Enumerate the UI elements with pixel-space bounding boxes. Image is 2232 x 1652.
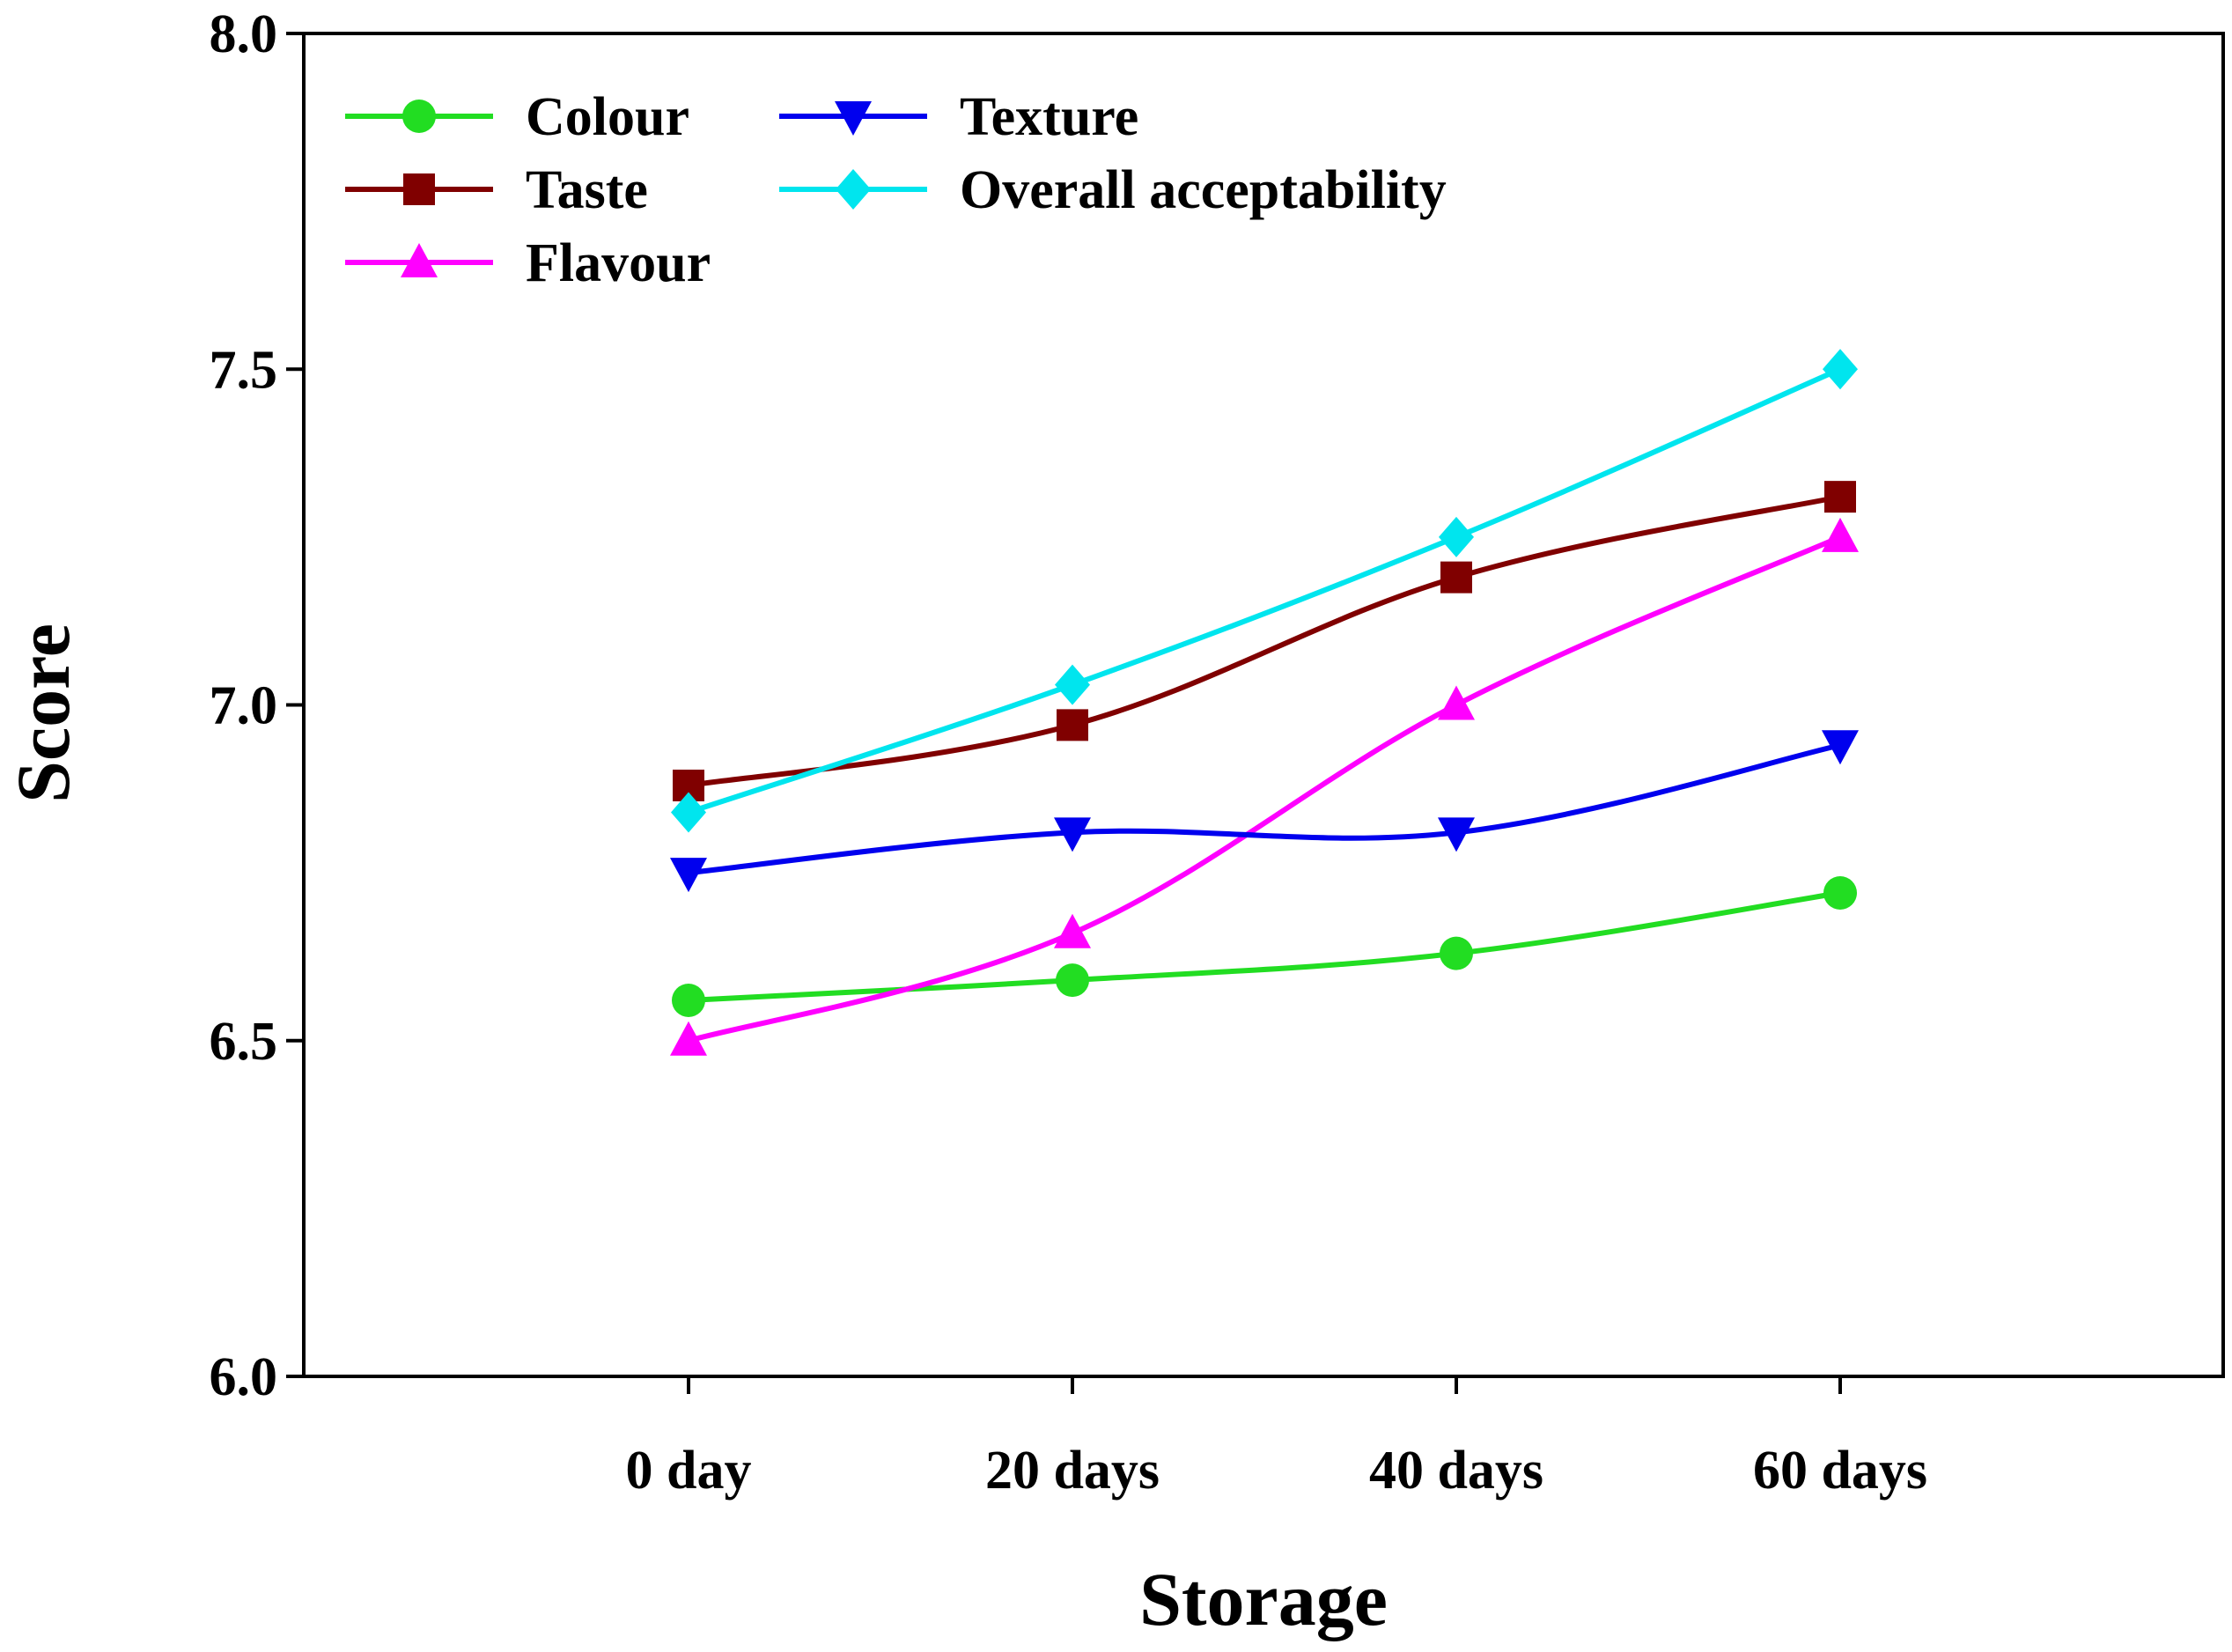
x-tick-label: 20 days	[985, 1441, 1160, 1501]
legend-item: Flavour	[345, 233, 711, 293]
data-point	[671, 792, 706, 833]
x-tick-label: 40 days	[1369, 1441, 1543, 1501]
series-line	[688, 366, 1842, 815]
legend-marker	[836, 169, 871, 210]
x-axis-title: Storage	[1139, 1557, 1388, 1641]
y-tick-label: 7.0	[210, 676, 278, 736]
series-line	[688, 742, 1841, 876]
y-tick-label: 7.5	[210, 340, 278, 400]
legend: Colour Taste Flavour Texture Overall accepta…	[345, 87, 1447, 293]
data-point	[1056, 963, 1089, 998]
series-texture	[670, 730, 1859, 893]
data-point	[1438, 685, 1475, 720]
series-line	[688, 535, 1842, 1044]
y-tick-label: 6.0	[210, 1347, 278, 1407]
legend-label: Texture	[960, 87, 1138, 147]
data-point	[1822, 730, 1859, 765]
y-axis-title: Score	[1, 623, 85, 803]
legend-marker	[401, 243, 438, 277]
data-point	[1439, 516, 1474, 557]
x-tick-label: 0 day	[626, 1441, 752, 1501]
data-point	[1823, 349, 1858, 390]
legend-item: Taste	[345, 160, 648, 220]
series-flavour	[670, 517, 1859, 1056]
series-taste	[673, 481, 1856, 801]
data-point	[1440, 936, 1473, 970]
y-tick-label: 6.5	[210, 1012, 278, 1072]
series-colour	[672, 876, 1857, 1017]
series-layer	[670, 349, 1859, 1056]
legend-marker	[402, 100, 436, 133]
data-point	[1057, 709, 1088, 741]
legend-label: Overall acceptability	[960, 160, 1447, 220]
y-axis: 6.0 6.5 7.0 7.5 8.0	[210, 4, 304, 1407]
data-point	[1054, 913, 1091, 948]
legend-item: Overall acceptability	[779, 160, 1447, 220]
legend-label: Flavour	[526, 233, 711, 293]
legend-item: Texture	[779, 87, 1138, 147]
data-point	[670, 858, 707, 893]
series-line	[688, 890, 1841, 1003]
x-axis: 0 day 20 days 40 days 60 days	[626, 1376, 1927, 1501]
data-point	[1824, 481, 1856, 513]
x-tick-label: 60 days	[1753, 1441, 1927, 1501]
data-point	[1823, 876, 1857, 910]
series-overall-acceptability	[671, 349, 1858, 833]
data-point	[1438, 817, 1475, 852]
data-point	[1822, 517, 1859, 552]
data-point	[1440, 561, 1472, 594]
legend-label: Taste	[526, 160, 648, 220]
legend-label: Colour	[526, 87, 689, 147]
data-point	[670, 1021, 707, 1056]
data-point	[1055, 664, 1090, 705]
legend-marker	[403, 173, 435, 205]
data-point	[1054, 817, 1091, 852]
series-line	[688, 494, 1841, 788]
y-tick-label: 8.0	[210, 4, 278, 64]
legend-marker	[835, 101, 872, 136]
legend-item: Colour	[345, 87, 689, 147]
data-point	[672, 984, 705, 1017]
